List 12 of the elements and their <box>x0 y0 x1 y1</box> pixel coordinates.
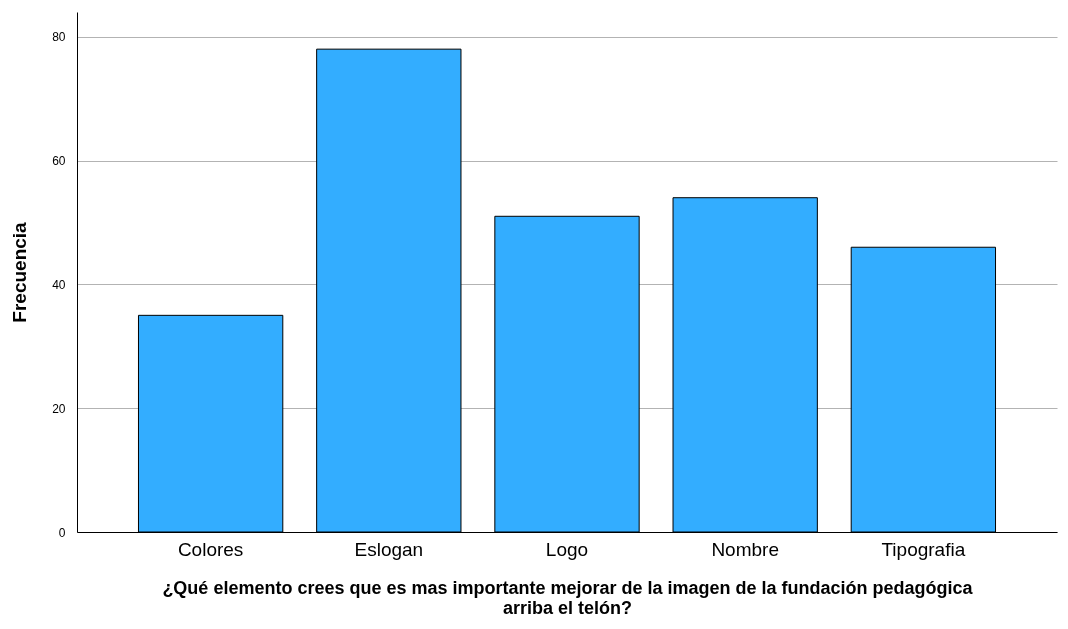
x-tick-label: Tipografia <box>881 538 966 560</box>
x-axis-title: ¿Qué elemento crees que es mas importante mejorar de la imagen de la fundación pedagógica arriba el telón? <box>162 577 974 618</box>
x-tick-label: Colores <box>177 538 244 560</box>
y-tick-label: 0 <box>58 525 66 540</box>
x-tick-label: Nombre <box>711 538 779 560</box>
y-tick-label: 80 <box>52 30 66 45</box>
y-tick-label: 40 <box>52 277 66 292</box>
y-axis-title: Frecuencia <box>9 221 31 323</box>
x-tick-label: Logo <box>545 538 589 560</box>
x-tick-label: Eslogan <box>354 538 424 560</box>
y-tick-label: 60 <box>52 154 66 169</box>
y-tick-label: 20 <box>52 401 66 416</box>
